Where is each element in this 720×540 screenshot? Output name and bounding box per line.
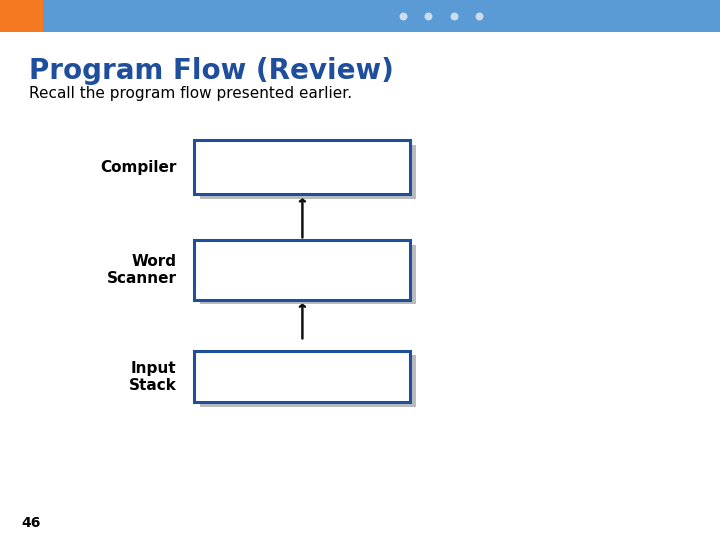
Bar	[200, 355, 416, 407]
Point	[473, 12, 485, 21]
Text: Compiler: Compiler	[100, 160, 176, 175]
Bar	[200, 245, 416, 304]
Text: Recall the program flow presented earlier.: Recall the program flow presented earlie…	[29, 86, 352, 102]
Bar	[0, 0, 43, 32]
Point	[397, 12, 409, 21]
Bar	[194, 351, 410, 402]
Text: Input
Stack: Input Stack	[129, 361, 176, 393]
Point	[448, 12, 459, 21]
Text: 46: 46	[22, 516, 41, 530]
Bar	[194, 140, 410, 194]
Point	[423, 12, 434, 21]
Text: Program Flow (Review): Program Flow (Review)	[29, 57, 394, 85]
Bar	[194, 240, 410, 300]
Bar	[0, 0, 720, 32]
Text: Word
Scanner: Word Scanner	[107, 254, 176, 286]
Bar	[200, 145, 416, 199]
